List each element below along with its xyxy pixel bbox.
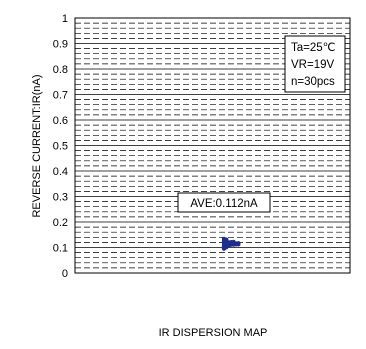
conditions-box: Ta=25℃ VR=19V n=30pcs: [284, 35, 346, 93]
chart-title: IR DISPERSION MAP: [159, 327, 268, 339]
y-axis-label: REVERSE CURRENT:IR(nA): [31, 74, 43, 217]
data-point: [236, 241, 241, 246]
data-point: [221, 236, 227, 241]
condition-vr: VR=19V: [291, 59, 334, 71]
y-tick-label: 0.9: [53, 39, 68, 51]
plot-frame: [74, 17, 351, 274]
data-point: [231, 239, 236, 244]
y-tick-label: 0.3: [53, 192, 68, 204]
data-points: [221, 236, 241, 251]
average-box: AVE:0.112nA: [177, 192, 271, 213]
y-tick-label: 0.1: [53, 243, 68, 255]
y-tick-label: 1: [62, 13, 68, 25]
y-tick-label: 0.5: [53, 141, 68, 153]
y-tick-label: 0.7: [53, 90, 68, 102]
average-label: AVE:0.112nA: [190, 198, 258, 210]
y-tick-label: 0: [62, 268, 68, 280]
condition-n: n=30pcs: [291, 76, 335, 88]
condition-ta: Ta=25℃: [291, 42, 336, 54]
y-tick-label: 0.6: [53, 115, 68, 127]
y-tick-labels: 0 0.1 0.2 0.3 0.4 0.5 0.6 0.7 0.8 0.9 1: [53, 13, 68, 280]
y-tick-label: 0.2: [53, 217, 68, 229]
y-tick-label: 0.8: [53, 64, 68, 76]
y-tick-label: 0.4: [53, 166, 68, 178]
